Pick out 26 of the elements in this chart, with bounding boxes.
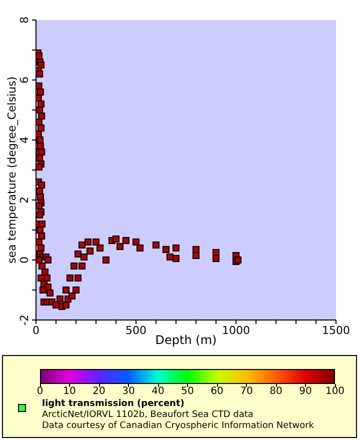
color-bar-title: light transmission (percent) [42, 399, 186, 410]
color-bar-label: 30 [121, 386, 136, 397]
color-bar-label: 50 [180, 386, 195, 397]
color-bar-label: 80 [268, 386, 284, 397]
x-tick-label: 1000 [222, 324, 250, 337]
x-tick-label: 0 [32, 324, 40, 337]
y-tick-label: 6 [18, 76, 31, 84]
x-axis-title: Depth (m) [155, 333, 217, 347]
color-bar-label: 40 [150, 386, 166, 397]
text: Data courtesy of Canadian Cryospheric Information Network [42, 421, 314, 432]
y-tick-label: 8 [18, 16, 31, 24]
y-tick-label: 0 [18, 256, 31, 264]
y-tick-label: 2 [18, 196, 31, 204]
y-tick-label: -2 [18, 314, 31, 326]
color-bar-label: 60 [210, 386, 224, 397]
x-tick-label: 500 [126, 324, 146, 337]
y-axis-title: sea temperature (degree_Celsius) [6, 76, 18, 264]
y-tick-label: 4 [18, 136, 31, 144]
color-bar-label: 10 [62, 386, 77, 397]
text: ArcticNet/IORVL 1102b, Beaufort Sea CTD data [42, 410, 254, 421]
color-bar-label: 70 [239, 386, 254, 397]
x-tick-label: 1500 [322, 324, 350, 337]
color-bar-label: 90 [298, 386, 313, 397]
color-bar-label: 20 [92, 386, 106, 397]
color-bar-label: 0 [36, 386, 44, 397]
color-bar-label: 100 [324, 386, 346, 397]
